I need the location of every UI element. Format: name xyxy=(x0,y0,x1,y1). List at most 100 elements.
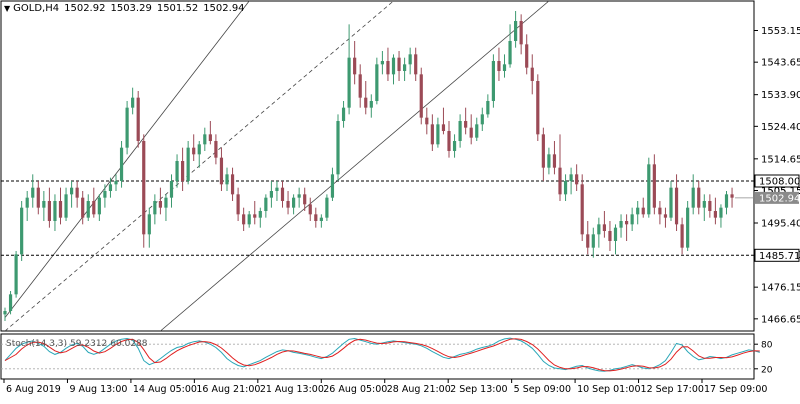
candle-body xyxy=(136,97,140,141)
dropdown-triangle-icon[interactable]: ▼ xyxy=(4,4,11,13)
candle-body xyxy=(258,211,262,218)
y-axis-tick-label: 1505.15 xyxy=(761,186,800,197)
candle-body xyxy=(247,214,251,225)
x-axis-tick-label: 21 Aug 13:00 xyxy=(260,384,324,395)
candle-body xyxy=(219,157,224,185)
candle-body xyxy=(31,187,35,198)
x-axis-tick-label: 5 Sep 09:00 xyxy=(514,384,571,395)
candle-body xyxy=(514,21,518,41)
candle-body xyxy=(280,187,285,201)
candle-body xyxy=(108,184,113,191)
candle-body xyxy=(541,134,545,168)
candle-body xyxy=(325,197,329,218)
candle-body xyxy=(724,194,729,208)
candle-body xyxy=(303,194,307,205)
candle-body xyxy=(408,54,412,65)
candle-body xyxy=(397,57,401,71)
candle-body xyxy=(519,21,523,45)
stochastic-signal-line xyxy=(4,338,760,372)
candle-body xyxy=(552,154,557,168)
candle-body xyxy=(691,187,695,208)
candle-body xyxy=(502,64,507,71)
candle-body xyxy=(641,207,645,215)
candle-body xyxy=(203,134,207,145)
candle-body xyxy=(236,194,240,215)
candle-body xyxy=(97,197,101,215)
x-axis-tick-label: 9 Aug 13:00 xyxy=(69,384,127,395)
candle-body xyxy=(208,134,212,141)
x-axis-tick-label: 28 Aug 21:00 xyxy=(387,384,451,395)
candle-body xyxy=(3,311,7,315)
candle-body xyxy=(575,174,579,185)
x-axis-tick-label: 17 Sep 09:00 xyxy=(704,384,767,395)
candle-body xyxy=(375,64,379,101)
candle-body xyxy=(713,211,717,218)
current-price-label: 1502.94 xyxy=(759,193,800,204)
candle-body xyxy=(92,201,96,215)
candle-body xyxy=(175,161,179,181)
candle-body xyxy=(475,124,479,138)
candle-body xyxy=(103,191,107,198)
x-axis-tick-label: 10 Sep 01:00 xyxy=(577,384,640,395)
x-axis-tick-label: 2 Sep 13:00 xyxy=(450,384,507,395)
stochastic-label: Stoch(14,3,3) 59.2312 60.0288 xyxy=(6,339,151,349)
stochastic-main-value: 59.2312 xyxy=(70,339,108,349)
candle-body xyxy=(131,97,135,108)
candle-body xyxy=(142,141,146,235)
candle-body xyxy=(47,201,51,221)
candle-body xyxy=(586,234,590,248)
candle-body xyxy=(153,201,157,215)
y-axis-tick-label: 1543.65 xyxy=(761,58,800,69)
candle-body xyxy=(297,194,301,198)
candle-body xyxy=(369,101,373,108)
candle-body xyxy=(530,67,534,81)
candle-body xyxy=(719,207,723,218)
candle-body xyxy=(230,174,235,195)
candle-body xyxy=(25,197,29,208)
symbol-name: GOLD,H4 xyxy=(13,3,60,14)
candle-body xyxy=(53,201,57,221)
candle-body xyxy=(547,154,551,168)
candle-body xyxy=(81,197,85,218)
y-axis-tick-label: 1505.15 xyxy=(761,186,800,197)
candle-body xyxy=(20,207,24,255)
candle-body xyxy=(192,147,196,155)
candle-body xyxy=(686,207,690,248)
candle-body xyxy=(314,214,318,221)
candle-body xyxy=(569,174,573,181)
level-label: 1485.71 xyxy=(759,251,800,262)
candle-body xyxy=(353,57,357,75)
candle-body xyxy=(491,61,495,101)
stochastic-name: Stoch(14,3,3) xyxy=(6,339,68,349)
y-axis-tick-label: 1533.90 xyxy=(761,90,800,101)
candle-body xyxy=(36,187,40,208)
y-axis-tick-label: 1524.40 xyxy=(761,122,800,133)
candle-body xyxy=(341,107,346,121)
level-label-box xyxy=(754,248,800,262)
y-axis-tick-label: 1495.40 xyxy=(761,219,800,230)
candle-body xyxy=(75,187,79,198)
candle-body xyxy=(602,224,606,231)
candle-body xyxy=(414,54,418,75)
candle-body xyxy=(186,147,190,181)
x-axis-tick-label: 6 Aug 2019 xyxy=(6,384,61,395)
candle-body xyxy=(680,224,684,248)
stochastic-axis-label: 20 xyxy=(761,365,773,375)
y-axis-tick-label: 1476.15 xyxy=(761,283,800,294)
candle-body xyxy=(8,294,13,311)
candle-body xyxy=(319,217,323,221)
stochastic-signal-value: 60.0288 xyxy=(110,339,148,349)
candle-body xyxy=(253,214,257,218)
candle-body xyxy=(169,181,174,198)
x-axis-tick-label: 16 Aug 21:00 xyxy=(196,384,260,395)
x-axis-tick-label: 14 Aug 05:00 xyxy=(133,384,197,395)
candle-body xyxy=(464,121,468,128)
candle-body xyxy=(419,74,423,118)
candle-body xyxy=(636,207,640,215)
candle-body xyxy=(580,184,584,235)
stochastic-pane-border xyxy=(0,333,755,380)
candle-body xyxy=(292,197,296,208)
x-axis-tick-label: 26 Aug 05:00 xyxy=(323,384,387,395)
candle-body xyxy=(403,64,407,71)
